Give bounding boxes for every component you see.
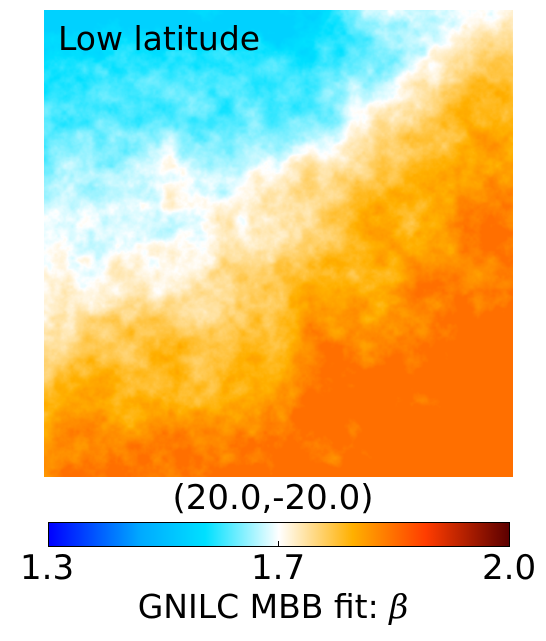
colorbar-title: GNILC MBB fit: β [0, 587, 546, 627]
colorbar-max-label: 2.0 [482, 548, 537, 588]
colorbar-min-label: 1.3 [20, 548, 75, 588]
colorbar [48, 522, 510, 547]
coordinates-label: (20.0,-20.0) [172, 478, 374, 518]
colorbar-tick-mid [278, 541, 279, 547]
panel-label: Low latitude [58, 19, 261, 58]
colorbar-mid-label: 1.7 [251, 548, 306, 588]
beta-symbol: β [389, 587, 409, 626]
dust-beta-map [44, 10, 513, 477]
colorbar-title-text: GNILC MBB fit: [137, 587, 390, 626]
